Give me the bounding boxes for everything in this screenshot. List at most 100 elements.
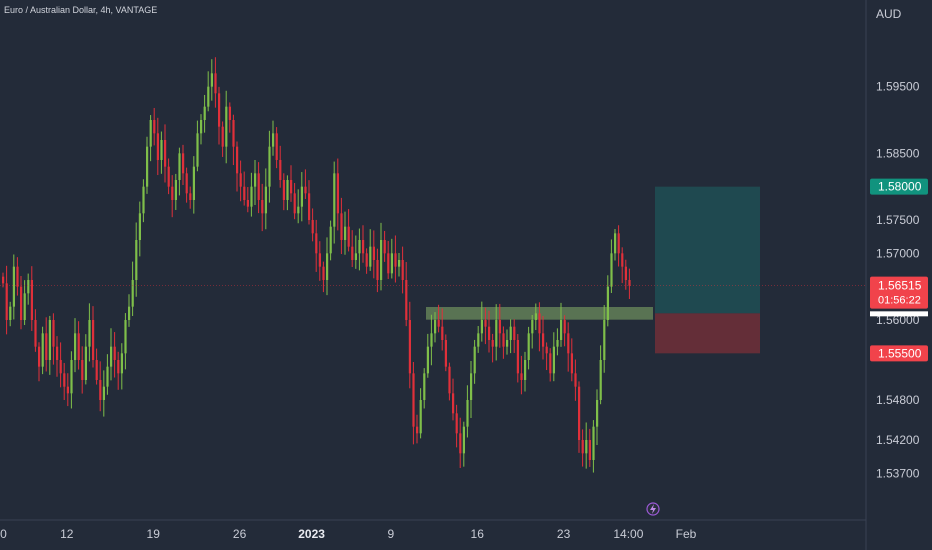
countdown-label: 01:56:22 — [878, 295, 921, 307]
candle — [621, 247, 624, 284]
candle — [38, 342, 41, 382]
candle — [174, 173, 177, 210]
lightning-icon[interactable] — [646, 502, 660, 516]
candle — [149, 115, 152, 162]
candle — [48, 315, 51, 375]
candle — [275, 127, 278, 169]
candle — [398, 252, 401, 277]
candle — [2, 272, 5, 288]
candle — [516, 334, 519, 383]
y-tick-label: 1.56000 — [876, 313, 920, 327]
candle — [250, 172, 253, 217]
candle — [300, 172, 303, 222]
candle — [581, 429, 584, 467]
candle — [628, 268, 631, 299]
candle — [596, 389, 599, 445]
symbol-title: Euro / Australian Dollar, 4h, VANTAGE — [4, 5, 157, 15]
candle — [81, 346, 84, 394]
candle — [261, 183, 264, 232]
candle — [610, 239, 613, 294]
candle — [603, 305, 606, 373]
candle — [588, 428, 591, 467]
candle — [45, 317, 48, 372]
candle — [358, 228, 361, 271]
candle — [228, 102, 231, 133]
candle — [200, 114, 203, 145]
candle — [102, 370, 105, 417]
candle — [304, 169, 307, 199]
entry-marker — [870, 311, 928, 317]
candle — [347, 209, 350, 252]
candle — [437, 304, 440, 333]
candle — [182, 144, 185, 185]
candle — [412, 361, 415, 445]
candle — [369, 229, 372, 271]
candle — [329, 220, 332, 261]
candle — [462, 421, 465, 467]
candle — [95, 348, 98, 385]
candle — [131, 261, 134, 317]
candle — [380, 222, 383, 291]
candle — [189, 186, 192, 209]
candle — [153, 107, 156, 146]
x-tick-label: 23 — [557, 527, 571, 541]
candle — [70, 351, 73, 409]
candle — [171, 175, 174, 218]
candle — [480, 301, 483, 342]
candle — [239, 160, 242, 202]
x-tick-label: 26 — [233, 527, 247, 541]
candle — [146, 136, 149, 194]
candle — [77, 321, 80, 370]
candle — [225, 90, 228, 164]
candle — [473, 339, 476, 384]
candle — [20, 276, 23, 330]
candle — [34, 309, 37, 352]
candle — [322, 261, 325, 293]
candle — [617, 225, 620, 267]
candle — [138, 201, 141, 257]
candle — [416, 414, 419, 444]
candle — [455, 404, 458, 448]
candle — [160, 131, 163, 174]
currency-label: AUD — [876, 7, 902, 21]
candle — [513, 319, 516, 353]
candle — [563, 315, 566, 347]
y-tick-label: 1.59500 — [876, 80, 920, 94]
candle — [106, 354, 109, 395]
candle — [408, 301, 411, 389]
candle — [527, 326, 530, 370]
candle — [117, 351, 120, 390]
candle — [333, 161, 336, 244]
candle — [207, 71, 210, 112]
candle — [214, 57, 217, 108]
candle — [498, 303, 501, 348]
candle — [336, 158, 339, 231]
candle — [66, 373, 69, 407]
candle — [488, 310, 491, 353]
candle — [362, 225, 365, 263]
candle — [491, 333, 494, 363]
candle — [254, 160, 257, 206]
candle — [52, 313, 55, 365]
candle — [477, 326, 480, 353]
svg-text:1.55500: 1.55500 — [878, 346, 922, 360]
candle — [534, 303, 537, 331]
stop-zone[interactable] — [655, 313, 760, 354]
candle — [614, 229, 617, 261]
target-zone[interactable] — [655, 186, 760, 314]
candle — [110, 328, 113, 381]
candle — [210, 59, 213, 101]
candle — [365, 248, 368, 274]
candle — [88, 303, 91, 362]
candle — [56, 336, 59, 377]
candle — [5, 265, 8, 335]
candle — [426, 333, 429, 378]
candle — [448, 362, 451, 401]
candle — [293, 183, 296, 220]
svg-text:1.58000: 1.58000 — [878, 180, 922, 194]
candle — [113, 332, 116, 378]
current-price-tag: 1.56515 01:56:22 — [870, 276, 928, 309]
